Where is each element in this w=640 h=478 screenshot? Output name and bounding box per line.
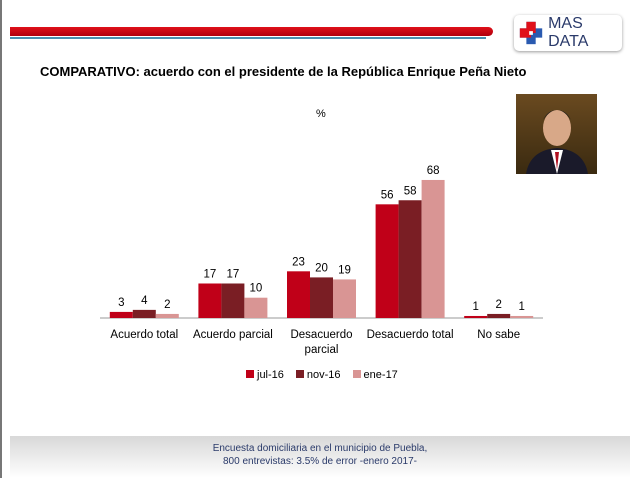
- footer-line-2: 800 entrevistas: 3.5% de error -enero 20…: [223, 456, 417, 467]
- legend-label: ene-17: [363, 369, 398, 381]
- data-label: 17: [227, 268, 240, 280]
- data-label: 23: [292, 256, 305, 268]
- logo-text: MAS DATA: [548, 15, 589, 50]
- y-axis-label: %: [316, 108, 326, 120]
- bar: [398, 200, 422, 318]
- bar: [421, 179, 445, 318]
- footer-note: Encuesta domiciliaria en el municipio de…: [10, 436, 630, 478]
- legend-item: jul-16: [246, 369, 284, 381]
- legend-swatch: [295, 370, 304, 378]
- data-label: 4: [141, 295, 148, 307]
- data-label: 20: [315, 262, 328, 274]
- bar: [221, 283, 245, 318]
- data-label: 68: [427, 165, 440, 177]
- mas-data-logo: MAS DATA: [514, 15, 622, 51]
- x-tick-label: parcial: [305, 344, 339, 356]
- x-tick-label: Acuerdo total: [110, 329, 178, 341]
- bar: [510, 315, 534, 318]
- legend-swatch: [246, 370, 254, 378]
- header-blue-line: [10, 37, 486, 39]
- bar: [487, 313, 511, 318]
- slide-border: [0, 0, 2, 478]
- data-label: 10: [250, 283, 263, 295]
- bar: [198, 283, 222, 318]
- data-label: 1: [472, 301, 478, 313]
- portrait-image: [526, 110, 588, 174]
- x-tick-label: Desacuerdo: [290, 329, 352, 341]
- x-tick-label: No sabe: [477, 329, 520, 341]
- bar: [132, 309, 156, 318]
- bar: [375, 204, 399, 318]
- data-label: 1: [518, 301, 524, 313]
- data-label: 2: [495, 299, 501, 311]
- chart-legend: jul-16 nov-16 ene-17: [246, 369, 398, 381]
- bar: [109, 311, 133, 318]
- bar: [464, 315, 488, 318]
- data-label: 17: [204, 268, 217, 280]
- legend-label: jul-16: [257, 369, 284, 381]
- data-label: 2: [164, 299, 170, 311]
- data-label: 19: [338, 264, 351, 276]
- bar: [155, 313, 179, 318]
- bar: [244, 297, 268, 318]
- footer-line-1: Encuesta domiciliaria en el municipio de…: [212, 443, 428, 454]
- bar: [333, 279, 356, 318]
- data-label: 3: [118, 297, 124, 309]
- cross-logo-icon: [519, 21, 543, 45]
- page-title: COMPARATIVO: acuerdo con el presidente d…: [40, 64, 527, 79]
- president-photo: [516, 94, 597, 174]
- bar: [310, 277, 333, 318]
- legend-item: ene-17: [352, 369, 398, 381]
- legend-item: nov-16: [295, 369, 341, 381]
- data-label: 56: [381, 189, 394, 201]
- x-tick-label: Desacuerdo total: [367, 329, 454, 341]
- legend-label: nov-16: [306, 369, 341, 381]
- bar: [287, 271, 310, 318]
- header-red-bar: [10, 27, 493, 36]
- data-label: 58: [404, 185, 417, 197]
- legend-swatch: [352, 370, 361, 378]
- x-tick-label: Acuerdo parcial: [193, 329, 273, 341]
